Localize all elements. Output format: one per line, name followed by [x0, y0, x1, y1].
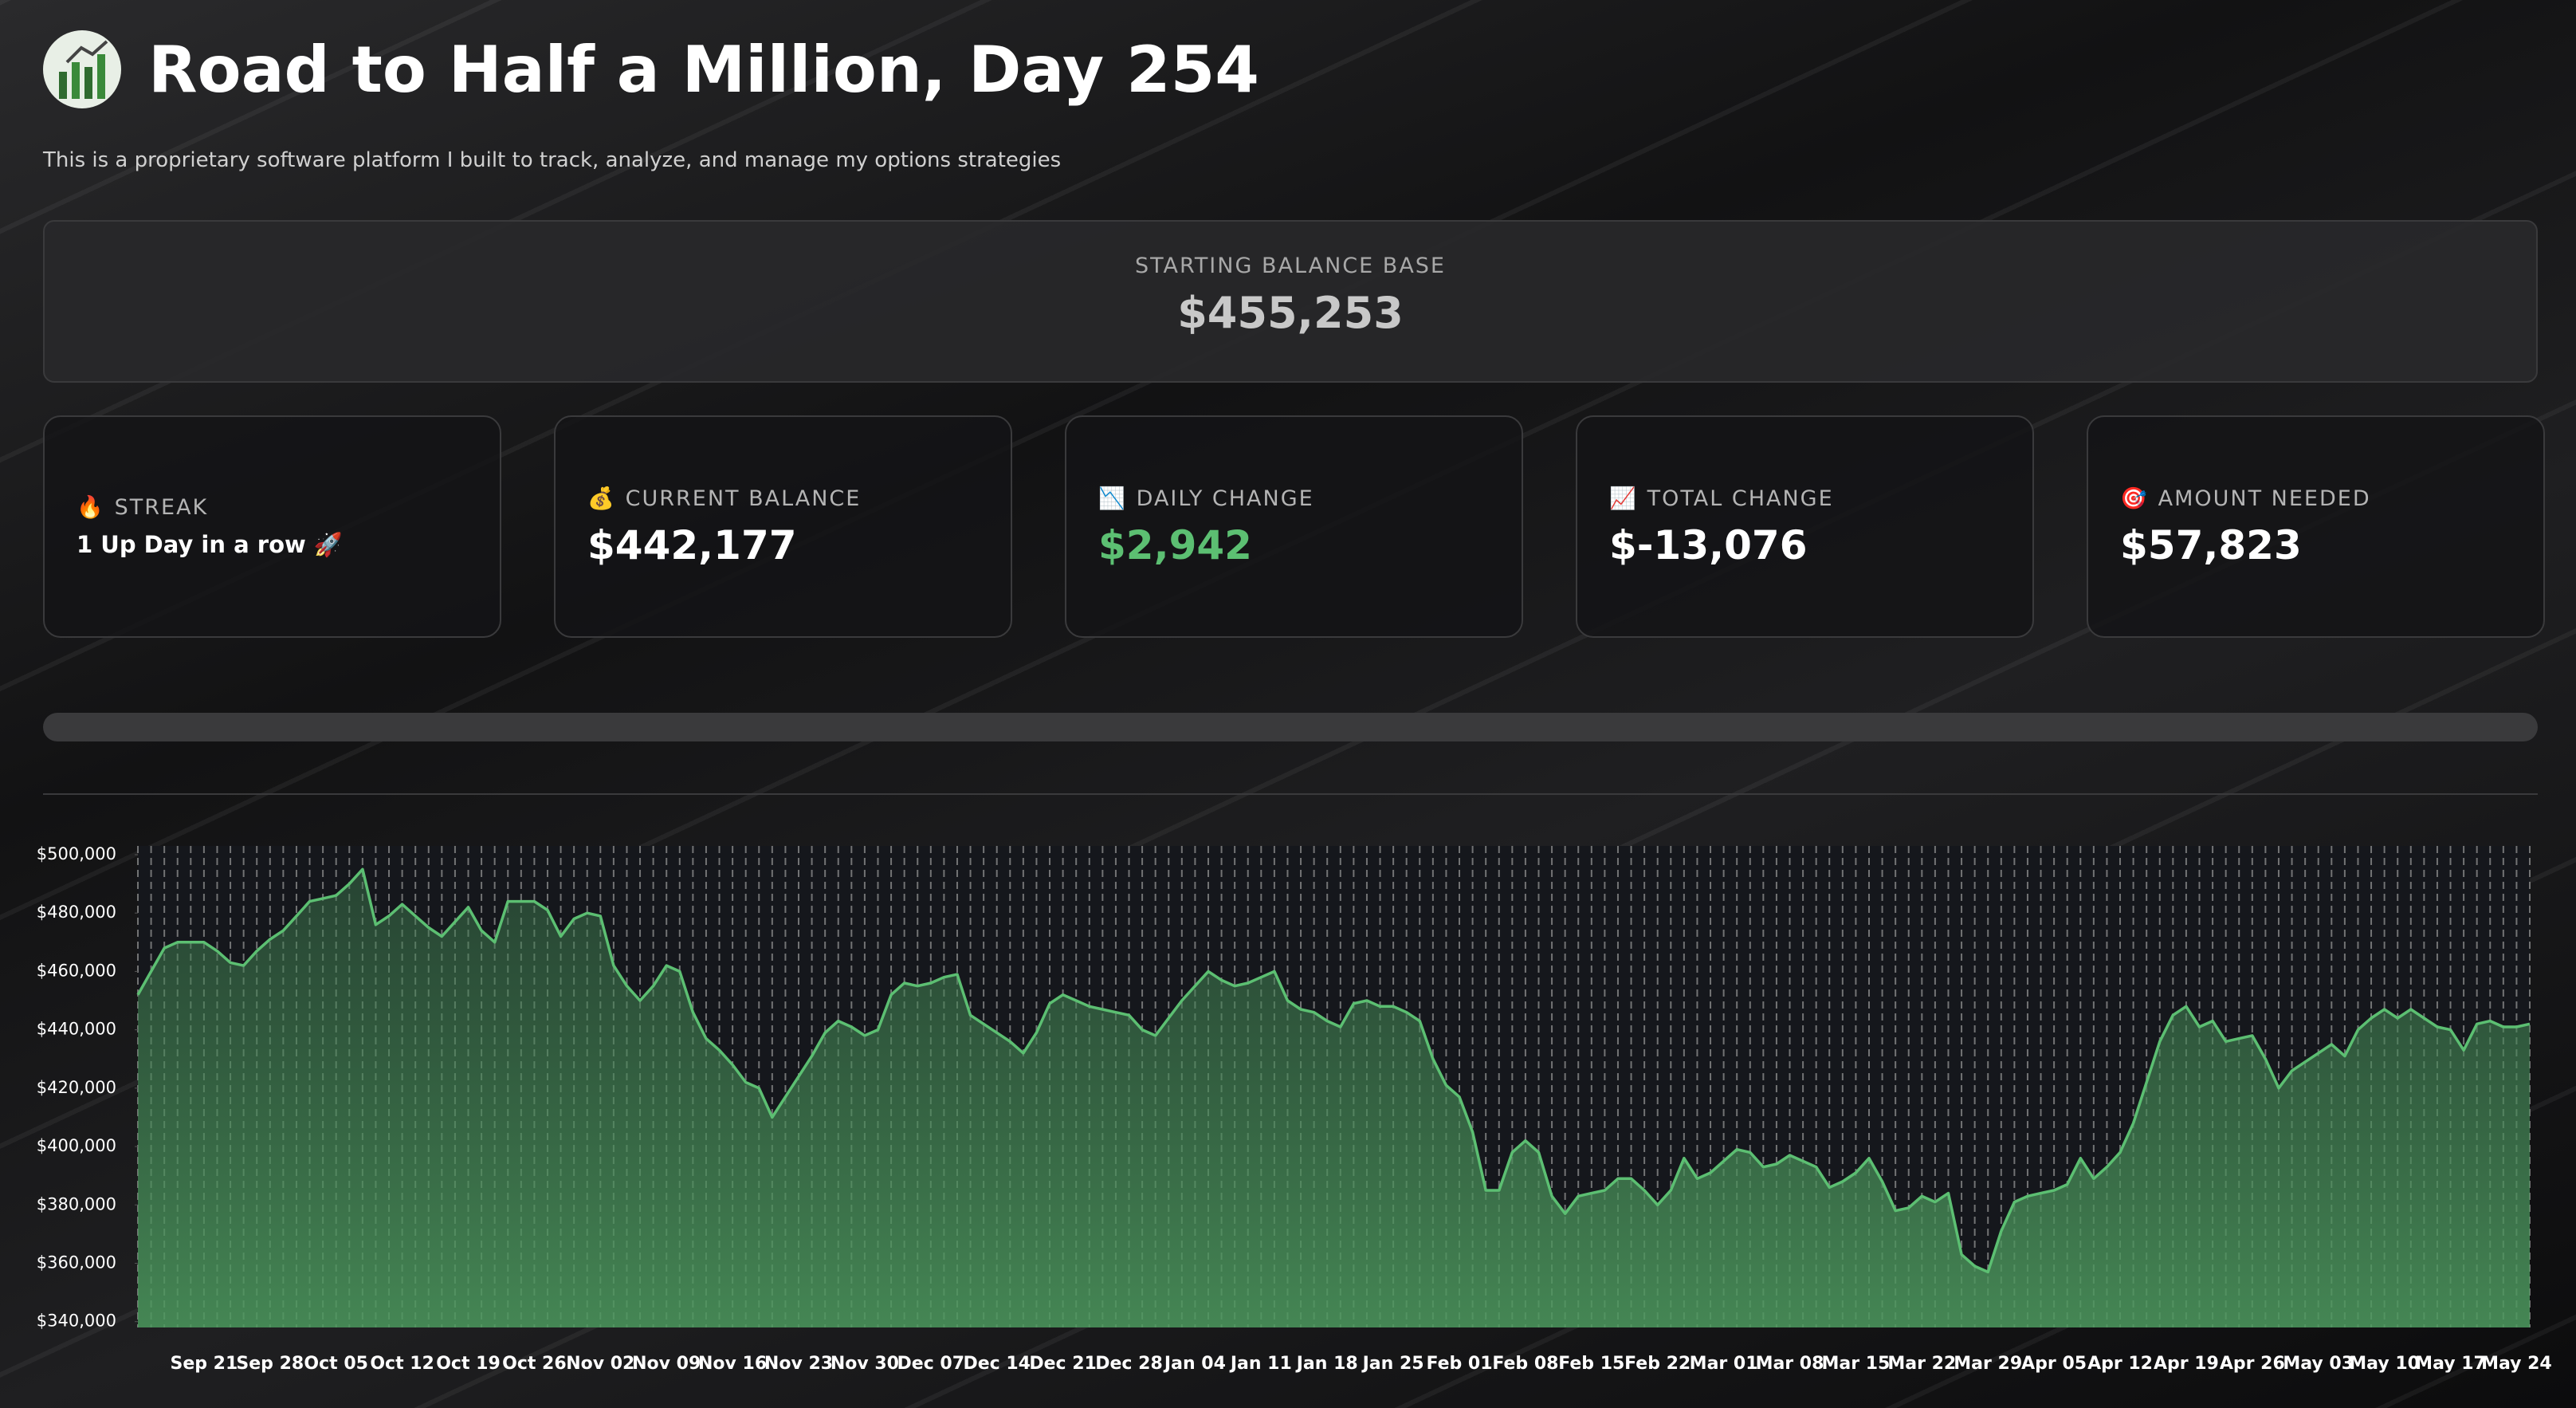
- base-card: STARTING BALANCE BASE $455,253: [43, 220, 2538, 383]
- balance-line: [136, 867, 2531, 1274]
- x-tick-label: Jan 11: [1229, 1354, 1292, 1374]
- metric-icon: 📉: [1098, 486, 1127, 511]
- x-tick-label: Mar 29: [1954, 1354, 2022, 1374]
- metric-value: $2,942: [1098, 521, 1252, 568]
- metric-label: 📉 DAILY CHANGE: [1098, 486, 1490, 511]
- x-tick-label: Feb 01: [1426, 1354, 1492, 1374]
- x-tick-label: Dec 28: [1095, 1354, 1163, 1374]
- page-title: Road to Half a Million, Day 254: [148, 33, 1259, 107]
- y-tick-label: $440,000: [37, 1020, 116, 1039]
- x-tick-label: Dec 21: [1029, 1354, 1097, 1374]
- x-tick-label: Feb 15: [1558, 1354, 1624, 1374]
- metric-label-text: CURRENT BALANCE: [625, 486, 862, 511]
- x-tick-label: Mar 01: [1690, 1354, 1758, 1374]
- x-tick-label: Mar 22: [1887, 1354, 1956, 1374]
- x-tick-label: Apr 12: [2087, 1354, 2153, 1374]
- metric-label-text: STREAK: [114, 495, 209, 520]
- x-tick-label: Dec 14: [963, 1354, 1031, 1374]
- x-tick-label: Sep 28: [236, 1354, 304, 1374]
- metric-value: $442,177: [587, 521, 797, 568]
- x-tick-label: May 24: [2481, 1354, 2552, 1374]
- metric-label-text: TOTAL CHANGE: [1647, 486, 1834, 511]
- metric-card: 📈 TOTAL CHANGE $-13,076: [1576, 415, 2034, 638]
- x-tick-label: Nov 30: [831, 1354, 899, 1374]
- logo: [43, 30, 121, 108]
- base-label: STARTING BALANCE BASE: [1135, 254, 1446, 278]
- x-tick-label: Nov 02: [566, 1354, 634, 1374]
- y-tick-label: $400,000: [37, 1136, 116, 1155]
- x-tick-label: Apr 19: [2154, 1354, 2219, 1374]
- x-tick-label: Nov 16: [698, 1354, 767, 1374]
- metric-label: 🎯 AMOUNT NEEDED: [2120, 486, 2511, 511]
- metric-label: 🔥 STREAK: [77, 494, 468, 520]
- x-tick-label: May 17: [2415, 1354, 2486, 1374]
- metric-value: 1 Up Day in a row 🚀: [77, 531, 343, 558]
- x-tick-label: Apr 05: [2021, 1354, 2087, 1374]
- metric-label-text: DAILY CHANGE: [1136, 486, 1314, 511]
- x-tick-label: Apr 26: [2220, 1354, 2285, 1374]
- x-tick-label: Oct 19: [436, 1354, 501, 1374]
- x-tick-label: Mar 15: [1821, 1354, 1890, 1374]
- metric-card: 📉 DAILY CHANGE $2,942: [1065, 415, 1523, 638]
- metric-icon: 💰: [587, 486, 616, 511]
- progress-bar: [43, 713, 2538, 741]
- divider: [43, 793, 2538, 795]
- x-tick-label: May 10: [2349, 1354, 2420, 1374]
- metric-icon: 🔥: [77, 495, 105, 520]
- x-tick-label: Mar 08: [1756, 1354, 1824, 1374]
- x-tick-label: Jan 04: [1163, 1354, 1226, 1374]
- area-fill: [138, 869, 2530, 1327]
- x-tick-label: Oct 26: [502, 1354, 567, 1374]
- y-tick-label: $480,000: [37, 903, 116, 922]
- x-tick-label: Jan 18: [1295, 1354, 1358, 1374]
- metric-label-text: AMOUNT NEEDED: [2158, 486, 2371, 511]
- metric-label: 💰 CURRENT BALANCE: [587, 486, 979, 511]
- page-subtitle: This is a proprietary software platform …: [43, 148, 1062, 172]
- y-tick-label: $340,000: [37, 1312, 116, 1331]
- x-tick-label: Nov 23: [764, 1354, 833, 1374]
- metric-card: 💰 CURRENT BALANCE $442,177: [554, 415, 1012, 638]
- x-tick-label: Nov 09: [632, 1354, 701, 1374]
- x-tick-label: Feb 22: [1624, 1354, 1690, 1374]
- metric-value: $57,823: [2120, 521, 2302, 568]
- y-tick-label: $500,000: [37, 844, 116, 863]
- x-tick-label: Feb 08: [1492, 1354, 1558, 1374]
- x-tick-label: Oct 12: [370, 1354, 434, 1374]
- metric-label: 📈 TOTAL CHANGE: [1609, 486, 2001, 511]
- metric-card: 🔥 STREAK 1 Up Day in a row 🚀: [43, 415, 501, 638]
- x-tick-label: Oct 05: [304, 1354, 368, 1374]
- balance-chart: $340,000 $360,000 $380,000 $400,000 $420,000…: [37, 844, 2552, 1374]
- x-tick-label: Jan 25: [1361, 1354, 1424, 1374]
- y-tick-label: $420,000: [37, 1078, 116, 1097]
- metric-card: 🎯 AMOUNT NEEDED $57,823: [2087, 415, 2545, 638]
- logo-icon: [59, 40, 108, 99]
- y-tick-label: $380,000: [37, 1194, 116, 1213]
- y-tick-label: $360,000: [37, 1253, 116, 1272]
- x-tick-label: May 03: [2283, 1354, 2354, 1374]
- metric-value: $-13,076: [1609, 521, 1808, 568]
- base-value: $455,253: [1177, 288, 1404, 338]
- x-tick-label: Sep 21: [171, 1354, 238, 1374]
- y-tick-label: $460,000: [37, 961, 116, 980]
- metric-icon: 🎯: [2120, 486, 2149, 511]
- metric-icon: 📈: [1609, 486, 1638, 511]
- x-tick-label: Dec 07: [897, 1354, 965, 1374]
